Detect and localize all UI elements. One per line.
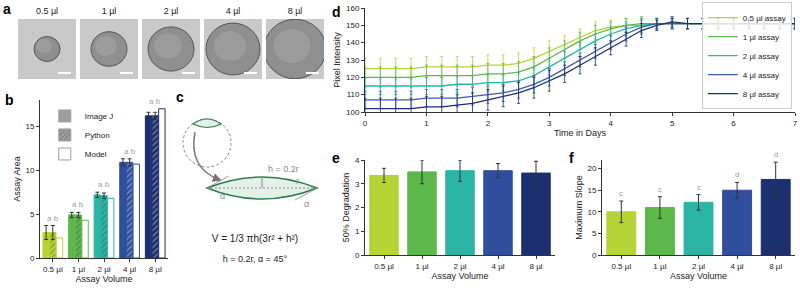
svg-text:8 µl: 8 µl <box>529 262 542 271</box>
svg-text:Python: Python <box>85 131 110 140</box>
svg-text:a b: a b <box>124 147 136 156</box>
svg-text:160: 160 <box>346 4 360 13</box>
svg-text:c: c <box>697 183 701 192</box>
svg-text:0: 0 <box>592 251 597 260</box>
svg-text:5: 5 <box>670 119 675 128</box>
svg-text:2 µl: 2 µl <box>692 262 705 271</box>
svg-text:V = 1/3 πh(3r² + h²): V = 1/3 πh(3r² + h²) <box>212 233 298 244</box>
svg-text:Assay Area: Assay Area <box>12 156 22 202</box>
svg-text:110: 110 <box>347 90 360 99</box>
svg-text:Maximum Slope: Maximum Slope <box>574 175 584 240</box>
svg-text:8 µl assay: 8 µl assay <box>743 90 779 99</box>
svg-text:0: 0 <box>363 119 368 128</box>
svg-text:2: 2 <box>486 119 491 128</box>
svg-text:a b: a b <box>72 200 84 209</box>
svg-text:150: 150 <box>346 21 360 30</box>
svg-text:10: 10 <box>25 166 34 175</box>
svg-text:3: 3 <box>547 119 552 128</box>
svg-text:Pixel Intensity: Pixel Intensity <box>332 32 342 88</box>
svg-text:5: 5 <box>592 229 597 238</box>
svg-text:15: 15 <box>25 122 34 131</box>
svg-text:2: 2 <box>355 203 360 212</box>
svg-text:0.5 µl: 0.5 µl <box>611 262 631 271</box>
svg-text:Time in Days: Time in Days <box>554 128 607 138</box>
svg-text:h = 0.2r, α = 45°: h = 0.2r, α = 45° <box>223 254 288 264</box>
svg-text:1 µl: 1 µl <box>415 262 428 271</box>
svg-text:5: 5 <box>30 210 35 219</box>
svg-text:a b: a b <box>47 214 59 223</box>
svg-text:1 µl: 1 µl <box>653 262 666 271</box>
svg-text:4: 4 <box>355 156 360 165</box>
svg-text:c: c <box>619 189 623 198</box>
svg-text:4 µl: 4 µl <box>226 6 241 16</box>
svg-text:1 µl: 1 µl <box>72 265 85 274</box>
svg-text:a: a <box>3 1 11 17</box>
svg-text:0: 0 <box>30 254 35 263</box>
svg-text:0.5 µl: 0.5 µl <box>36 6 58 16</box>
svg-text:100: 100 <box>346 108 360 117</box>
svg-text:2 µl: 2 µl <box>453 262 466 271</box>
svg-text:r: r <box>296 176 299 186</box>
svg-text:8 µl: 8 µl <box>149 265 162 274</box>
svg-text:8 µl: 8 µl <box>288 6 303 16</box>
svg-text:3: 3 <box>355 180 360 189</box>
svg-text:4 µl: 4 µl <box>123 265 136 274</box>
svg-text:120: 120 <box>346 73 360 82</box>
svg-text:1 µl assay: 1 µl assay <box>743 33 779 42</box>
svg-text:1 µl: 1 µl <box>102 6 117 16</box>
svg-text:d: d <box>332 4 341 20</box>
svg-text:Assay Volume: Assay Volume <box>670 271 727 281</box>
svg-text:Image J: Image J <box>85 112 113 121</box>
svg-text:c: c <box>658 185 662 194</box>
svg-text:e: e <box>332 150 340 166</box>
svg-text:140: 140 <box>346 38 360 47</box>
svg-text:10: 10 <box>587 208 596 217</box>
svg-text:4: 4 <box>608 119 613 128</box>
svg-text:8 µl: 8 µl <box>769 262 782 271</box>
svg-text:20: 20 <box>587 164 596 173</box>
svg-text:α: α <box>304 199 309 209</box>
svg-text:2 µl assay: 2 µl assay <box>743 52 779 61</box>
svg-text:4 µl assay: 4 µl assay <box>743 71 779 80</box>
svg-text:f: f <box>569 150 574 166</box>
svg-text:0.5 µl assay: 0.5 µl assay <box>743 14 786 23</box>
svg-text:7: 7 <box>793 119 798 128</box>
svg-text:0.5 µl: 0.5 µl <box>374 262 394 271</box>
svg-text:d: d <box>774 150 778 159</box>
svg-text:a b: a b <box>98 180 110 189</box>
svg-text:15: 15 <box>587 186 596 195</box>
svg-text:a b: a b <box>149 97 161 106</box>
svg-text:0: 0 <box>355 251 360 260</box>
svg-text:α: α <box>220 191 225 201</box>
svg-text:d: d <box>735 170 739 179</box>
svg-text:Model: Model <box>85 150 107 159</box>
svg-text:6: 6 <box>731 119 736 128</box>
svg-text:c: c <box>176 89 184 105</box>
svg-text:2 µl: 2 µl <box>164 6 179 16</box>
svg-text:Assay Volume: Assay Volume <box>75 274 132 284</box>
svg-text:h = 0.2r: h = 0.2r <box>268 164 299 174</box>
svg-text:4 µl: 4 µl <box>491 262 504 271</box>
svg-text:b: b <box>5 92 14 108</box>
svg-text:Assay Volume: Assay Volume <box>431 271 488 281</box>
svg-text:50% Degradation: 50% Degradation <box>341 173 351 243</box>
svg-text:1: 1 <box>355 227 360 236</box>
svg-text:1: 1 <box>424 119 429 128</box>
svg-text:4 µl: 4 µl <box>731 262 744 271</box>
svg-text:0.5 µl: 0.5 µl <box>43 265 63 274</box>
svg-text:130: 130 <box>346 56 360 65</box>
svg-text:2 µl: 2 µl <box>97 265 110 274</box>
